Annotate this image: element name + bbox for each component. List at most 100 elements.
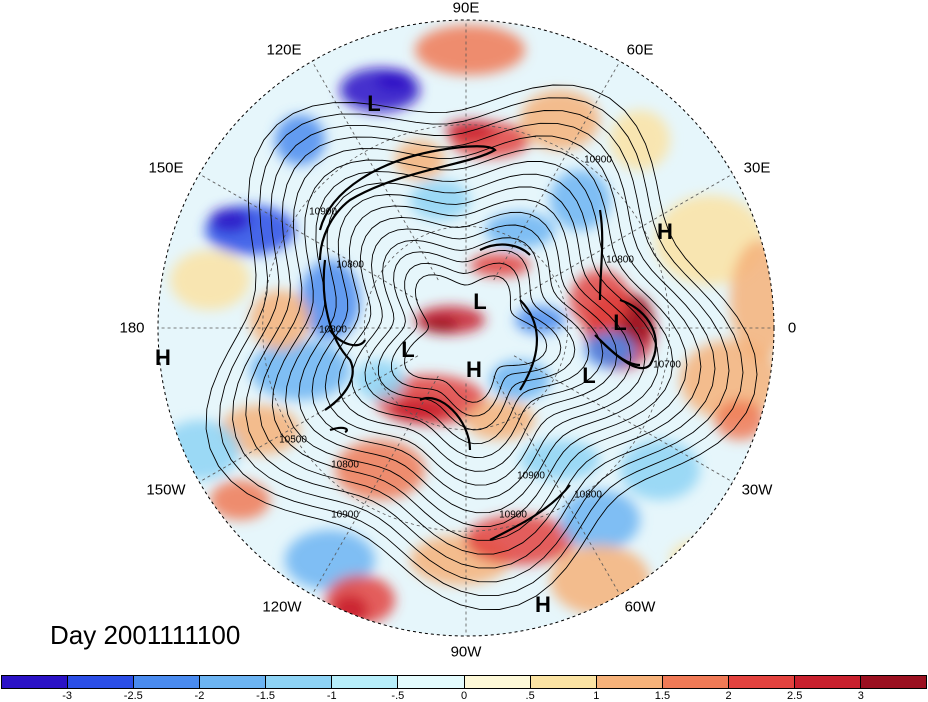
colorbar-tick-label: 0	[460, 690, 468, 702]
longitude-label: 150E	[148, 159, 184, 177]
anomaly-patch	[210, 480, 270, 520]
jet-contour	[318, 145, 497, 261]
longitude-label: 120E	[266, 41, 302, 59]
height-contour	[218, 97, 744, 597]
colorbar-swatch	[794, 676, 862, 688]
anomaly-patch	[465, 400, 535, 440]
contour-label: 10800	[606, 254, 634, 266]
map-boundary	[157, 19, 775, 637]
anomaly-patch	[560, 490, 640, 550]
meridian-line	[513, 355, 733, 483]
anomaly-patch	[520, 90, 600, 150]
anomaly-patch	[170, 250, 250, 310]
anomaly-patch	[465, 515, 575, 565]
longitude-label: 150W	[146, 481, 186, 499]
colorbar-tick-label: 1	[593, 690, 600, 702]
meridian-line	[493, 375, 621, 595]
jet-contour	[594, 334, 641, 367]
low-pressure-marker: L	[582, 363, 596, 388]
anomaly-patch	[210, 208, 250, 232]
longitude-label: 120W	[262, 598, 302, 616]
high-pressure-marker: H	[466, 357, 482, 382]
contour-label: 10800	[331, 459, 359, 471]
colorbar-swatch	[662, 676, 729, 688]
colorbar-tick-label: 2	[725, 690, 732, 702]
jet-contour	[479, 243, 531, 256]
latitude-circle	[262, 124, 670, 532]
colorbar-tick-label: -2	[194, 690, 205, 702]
polar-stereographic-map	[157, 19, 775, 637]
anomaly-patch	[415, 25, 525, 75]
height-contour	[232, 110, 730, 583]
colorbar-swatch	[266, 676, 333, 688]
longitude-label: 180	[119, 319, 145, 337]
anomaly-patch	[390, 398, 450, 422]
anomaly-patch	[250, 340, 350, 400]
high-pressure-marker: H	[535, 592, 551, 617]
jet-contour	[419, 397, 472, 451]
anomaly-patch	[610, 110, 670, 170]
low-pressure-marker: L	[367, 91, 381, 116]
colorbar-swatch	[728, 676, 795, 688]
colorbar-tick-label: 3	[857, 690, 864, 702]
contour-label: 10800	[574, 489, 602, 501]
colorbar-swatch	[2, 676, 69, 688]
longitude-label: 90W	[450, 643, 482, 661]
anomaly-patch	[470, 253, 530, 277]
height-contour	[351, 224, 604, 458]
height-contour	[205, 84, 758, 610]
jet-contour	[322, 259, 354, 411]
anomaly-patch	[422, 317, 458, 333]
colorbar-swatch	[398, 676, 465, 688]
anomaly-patch	[377, 70, 413, 90]
height-contour	[391, 262, 562, 417]
longitude-label: 60W	[624, 598, 656, 616]
height-contour	[245, 122, 716, 569]
anomaly-patch	[332, 595, 368, 625]
colorbar	[1, 675, 927, 689]
contour-label: 10900	[584, 154, 612, 166]
anomaly-patch	[220, 405, 300, 455]
colorbar-tick-label: -3	[62, 690, 73, 702]
colorbar-swatch	[530, 676, 597, 688]
contour-label: 10800	[336, 259, 364, 271]
longitude-label: 0	[787, 319, 797, 337]
colorbar-swatch	[596, 676, 663, 688]
jet-contour	[489, 484, 571, 541]
anomaly-patch	[715, 400, 765, 440]
colorbar-swatch	[68, 676, 135, 688]
anomaly-patch	[250, 290, 310, 350]
anomaly-patch	[285, 530, 375, 590]
longitude-label: 30W	[741, 481, 773, 499]
jet-contour	[329, 329, 366, 347]
jet-contours	[318, 145, 657, 541]
longitude-label: 90E	[452, 0, 480, 17]
anomaly-patch	[670, 540, 730, 580]
height-contour	[285, 161, 674, 527]
height-contours	[205, 84, 758, 610]
height-contour	[338, 211, 618, 472]
height-contour	[324, 199, 632, 486]
latitude-circle	[363, 225, 569, 431]
contour-label: 10900	[331, 509, 359, 521]
colorbar-swatch	[200, 676, 267, 688]
colorbar-tick-label: -.5	[391, 690, 405, 702]
contour-label: 10900	[309, 206, 337, 218]
jet-contour	[329, 426, 348, 434]
colorbar-swatch	[464, 676, 531, 688]
anomaly-patch	[485, 212, 555, 248]
contour-label: 10700	[653, 359, 681, 371]
height-contour	[298, 173, 660, 514]
high-pressure-marker: H	[155, 345, 171, 370]
colorbar-tick-label: 2.5	[787, 690, 803, 702]
meridian-line	[311, 375, 439, 595]
anomaly-patch	[490, 360, 550, 400]
height-contour	[377, 249, 576, 431]
colorbar-tick-label: -1.5	[256, 690, 276, 702]
height-contour	[271, 148, 688, 541]
anomaly-patch	[620, 440, 700, 500]
contour-label: 10500	[279, 434, 307, 446]
colorbar-tick-label: 1.5	[654, 690, 671, 702]
height-contour	[364, 237, 590, 445]
anomaly-patch	[275, 115, 325, 165]
